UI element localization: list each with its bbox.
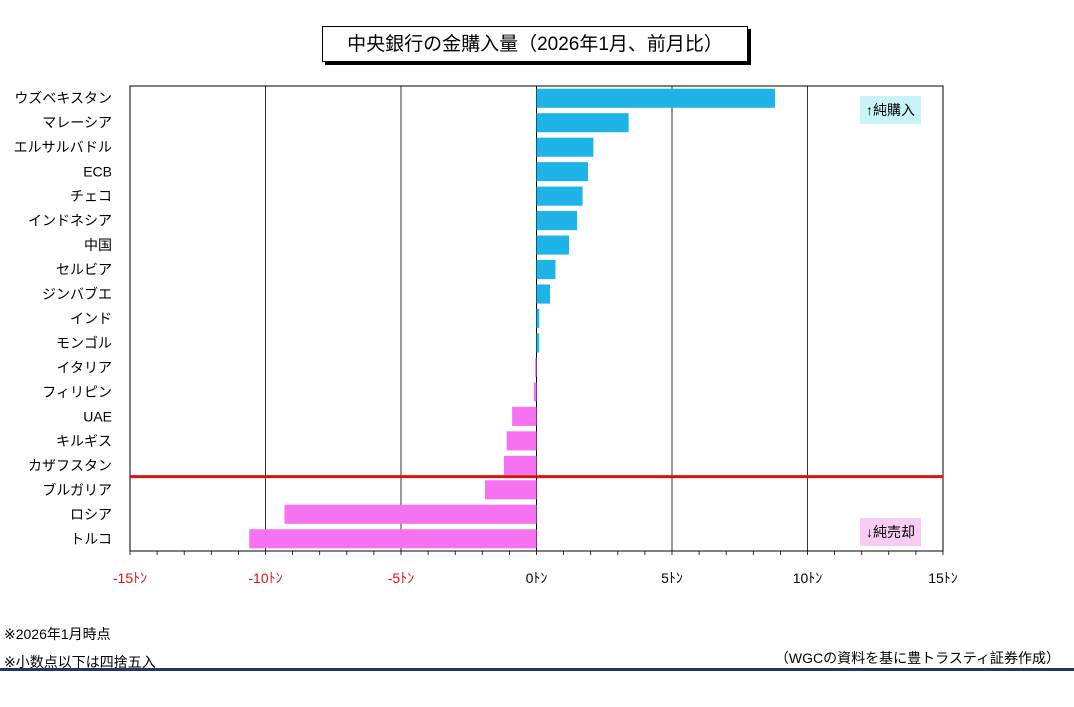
- note-rounding: ※小数点以下は四捨五入: [4, 654, 156, 670]
- bar-18: [284, 504, 537, 524]
- x-tick-label: 0ﾄﾝ: [526, 570, 548, 586]
- x-tick-labels: -15ﾄﾝ -10ﾄﾝ -5ﾄﾝ 0ﾄﾝ 5ﾄﾝ 10ﾄﾝ 15ﾄﾝ: [113, 570, 958, 586]
- x-tick-label: -10ﾄﾝ: [248, 570, 282, 586]
- bar-14: [512, 406, 537, 426]
- bar-7: [536, 235, 570, 255]
- category-label: UAE: [83, 408, 112, 424]
- legend-net-buy: ↑純購入: [860, 96, 921, 124]
- category-label: セルビア: [56, 262, 112, 278]
- bar-6: [536, 211, 578, 231]
- category-label: マレーシア: [42, 115, 112, 131]
- category-label: チェコ: [70, 188, 112, 204]
- chart-title: 中央銀行の金購入量（2026年1月、前月比）: [322, 26, 748, 62]
- category-label: モンゴル: [56, 335, 112, 351]
- category-label: ロシア: [70, 506, 112, 522]
- bar-16: [503, 455, 537, 475]
- category-label: カザフスタン: [28, 457, 112, 473]
- bar-10: [536, 308, 540, 329]
- bar-13: [533, 382, 537, 402]
- note-date: ※2026年1月時点: [4, 626, 111, 642]
- bar-5: [536, 186, 583, 206]
- category-label: エルサルバドル: [14, 139, 112, 155]
- x-tick-label: -5ﾄﾝ: [388, 570, 414, 586]
- bar-15: [506, 431, 537, 451]
- bar-1: [536, 88, 775, 108]
- category-label: インドネシア: [28, 213, 112, 229]
- x-tick-label: 15ﾄﾝ: [928, 570, 958, 586]
- bar-2: [536, 113, 629, 133]
- category-label: 中国: [84, 237, 112, 253]
- category-label: トルコ: [70, 531, 112, 547]
- bar-4: [536, 162, 588, 182]
- bar-3: [536, 137, 594, 157]
- category-label: ジンバブエ: [42, 286, 112, 302]
- category-label: キルギス: [56, 433, 112, 449]
- bar-19: [249, 529, 537, 549]
- bottom-rule: [0, 668, 1074, 671]
- x-tick-label: -15ﾄﾝ: [113, 570, 147, 586]
- x-tick-label: 10ﾄﾝ: [793, 570, 823, 586]
- bars: [130, 88, 943, 549]
- bar-11: [536, 333, 540, 353]
- category-label: ECB: [83, 164, 112, 180]
- bar-12: [535, 357, 537, 377]
- legend-net-sell: ↓純売却: [860, 518, 921, 546]
- bar-17: [485, 480, 537, 500]
- category-label: フィリピン: [42, 384, 112, 400]
- source-credit: （WGCの資料を基に豊トラスティ証券作成）: [774, 650, 1060, 666]
- bar-8: [536, 260, 556, 280]
- x-tick-label: 5ﾄﾝ: [661, 570, 683, 586]
- bar-9: [536, 284, 551, 304]
- category-label: ウズベキスタン: [14, 90, 112, 106]
- category-label: イタリア: [57, 359, 112, 375]
- category-label: ブルガリア: [42, 482, 112, 498]
- category-label: インド: [70, 311, 112, 327]
